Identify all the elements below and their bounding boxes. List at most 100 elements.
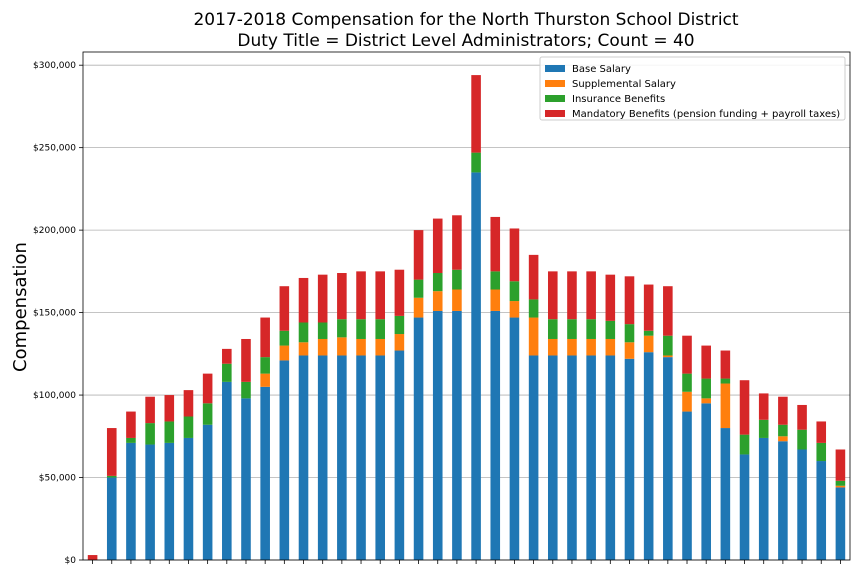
bar-segment [586,338,596,356]
bar-segment [701,398,711,404]
bar-segment [567,271,577,320]
bar-segment [126,442,136,560]
bar-segment [682,411,692,560]
bar-segment [605,320,616,339]
bar-segment [337,337,347,356]
bar-segment [816,461,827,560]
bar-segment [739,380,750,435]
bar-segment [317,338,328,356]
bar-segment [778,436,788,442]
bar-segment [797,449,807,560]
legend-swatch [545,80,565,87]
bar-segment [241,398,251,560]
axes [79,51,851,564]
bar-segment [624,276,635,325]
bar-segment [528,254,539,300]
bar-segment [471,152,481,173]
bar-segment [413,297,424,318]
bar-segment [720,378,731,384]
bar-segment [835,480,846,486]
bar-segment [356,271,366,320]
bar-segment [816,442,827,462]
bar-segment [663,355,673,358]
y-tick-label: $200,000 [33,226,76,236]
bar-segment [567,355,577,560]
bar-segment [356,338,366,356]
bar-segment [279,286,290,331]
bar-segment [432,310,443,560]
bar-segment [624,342,635,359]
bar-segment [547,319,558,339]
bar-segment [701,378,711,399]
bar-segment [337,355,347,560]
bar-segment [701,403,711,560]
bar-segment [471,75,481,153]
bar-segment [797,429,807,450]
bar-segment [317,355,328,560]
legend-box [539,56,846,121]
legend-swatch [545,65,565,72]
bar-segment [106,475,117,478]
bar-segment [241,381,251,399]
bar-segment [490,271,501,290]
bar-segment [452,269,462,290]
bar-segment [260,357,270,374]
bar-segment [394,315,405,335]
bar-segment [509,281,520,302]
bar-segment [375,338,386,356]
legend-swatch [545,110,565,117]
bar-segment [375,271,386,320]
bar-segment [145,444,155,560]
bars-group [87,75,846,561]
bar-segment [452,215,462,270]
bar-segment [701,345,711,379]
bar-segment [87,555,98,560]
bar-segment [413,279,424,298]
bar-segment [298,277,309,323]
bar-segment [375,355,386,560]
bar-segment [490,289,501,311]
bar-segment [183,437,194,560]
bar-segment [471,172,481,561]
bar-segment [394,350,405,560]
bar-segment [720,350,731,379]
bar-segment [394,269,405,316]
chart-title-line-2: Duty Title = District Level Administrato… [237,31,694,51]
bar-segment [739,454,750,560]
bar-segment [413,317,424,560]
bar-segment [720,428,731,560]
legend-label: Mandatory Benefits (pension funding + pa… [572,109,840,120]
y-tick-label: $0 [65,556,77,566]
bar-segment [720,383,731,429]
bar-segment [797,404,807,430]
bar-segment [375,319,386,339]
bar-segment [394,334,405,351]
bar-segment [413,230,424,280]
bar-segment [528,299,539,318]
bar-segment [279,330,290,346]
bar-segment [663,335,673,356]
plot-frame [82,51,851,561]
bar-segment [547,338,558,356]
bar-segment [586,319,596,339]
bar-segment [317,274,328,323]
bar-segment [183,390,194,417]
bar-segment [298,355,309,560]
y-tick-label: $250,000 [33,144,76,154]
bar-segment [778,441,788,560]
bar-segment [241,338,251,382]
y-tick-label: $150,000 [33,309,76,319]
bar-segment [452,289,462,311]
bar-segment [202,373,213,404]
bar-segment [509,228,520,282]
bar-segment [547,355,558,560]
bar-segment [356,355,366,560]
legend-label: Base Salary [572,64,631,75]
bar-segment [432,273,443,292]
bar-segment [490,310,501,560]
bar-segment [202,403,213,425]
bar-segment [605,274,616,321]
bar-segment [643,352,654,560]
